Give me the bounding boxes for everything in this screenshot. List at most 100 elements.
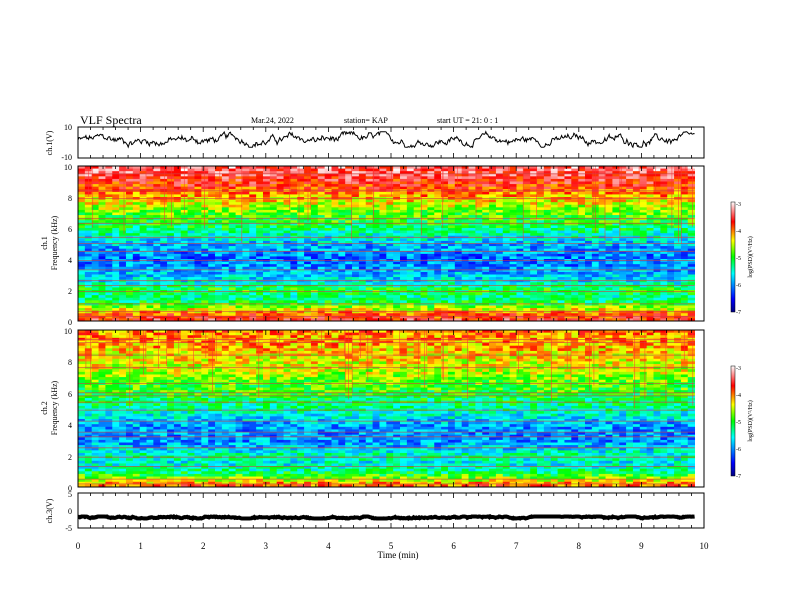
spectrogram-cell — [379, 215, 387, 219]
spectrogram-cell — [578, 287, 586, 291]
spectrogram-cell — [584, 253, 593, 257]
spectrogram-cell — [406, 166, 415, 169]
spectrogram-cell — [653, 277, 661, 281]
spectrogram-cell — [413, 228, 421, 231]
spectrogram-cell — [386, 212, 394, 216]
spectrogram-cell — [447, 222, 456, 226]
spectrogram-cell — [290, 269, 298, 273]
spectrogram-cell — [132, 209, 141, 213]
spectrogram-cell — [283, 282, 291, 286]
spectrogram-cell — [310, 209, 319, 213]
spectrogram-cell — [324, 171, 332, 175]
spectrogram-cell — [365, 243, 373, 247]
spectrogram-cell — [495, 176, 504, 180]
spectrogram-cell — [139, 266, 147, 270]
spectrogram-cell — [660, 266, 668, 270]
spectrogram-cell — [317, 178, 326, 182]
spectrogram-cell — [290, 302, 298, 306]
spectrogram-cell — [427, 207, 435, 211]
spectrogram-cell — [324, 271, 332, 275]
spectrogram-cell — [153, 253, 161, 257]
spectrogram-cell — [667, 173, 675, 177]
spectrogram-cell — [393, 194, 401, 198]
spectrogram-cell — [489, 207, 497, 211]
spectrogram-cell — [187, 184, 195, 188]
spectrogram-cell — [331, 292, 339, 296]
spectrogram-cell — [447, 181, 456, 185]
spectrogram-cell — [393, 233, 401, 237]
spectrogram-cell — [352, 176, 360, 180]
spectrogram-cell — [530, 202, 538, 206]
spectrogram-cell — [502, 178, 511, 182]
spectrogram-cell — [516, 181, 524, 185]
spectrogram-cell — [687, 261, 696, 265]
spectrogram-cell — [372, 302, 380, 306]
spectrogram-cell — [578, 248, 586, 252]
spectrogram-cell — [646, 251, 654, 255]
spectrogram-cell — [619, 166, 627, 169]
spectrogram-cell — [84, 261, 93, 265]
spectrogram-cell — [78, 238, 86, 242]
spectrogram-cell — [468, 282, 476, 286]
spectrogram-cell — [153, 248, 161, 252]
spectrogram-cell — [626, 269, 634, 273]
spectrogram-cell — [139, 220, 147, 224]
spectrogram-cell — [564, 253, 572, 257]
spectrogram-cell — [331, 207, 339, 211]
spectrogram-cell — [180, 222, 189, 226]
spectrogram-cell — [646, 246, 654, 250]
spectrogram-cell — [105, 240, 113, 244]
spectrogram-cell — [304, 246, 312, 250]
spectrogram-cell — [495, 209, 504, 213]
spectrogram-cell — [379, 240, 387, 244]
spectrogram-cell — [447, 274, 456, 278]
spectrogram-cell — [420, 269, 428, 273]
spectrogram-cell — [605, 176, 613, 180]
spectrogram-cell — [221, 269, 230, 273]
spectrogram-cell — [235, 253, 243, 257]
spectrogram-cell — [283, 186, 291, 190]
spectrogram-cell — [543, 225, 552, 229]
spectrogram-cell — [393, 238, 401, 242]
spectrogram-cell — [605, 215, 613, 219]
spectrogram-cell — [454, 243, 463, 247]
spectrogram-cell — [619, 287, 627, 291]
spectrogram-cell — [461, 199, 469, 203]
spectrogram-cell — [557, 207, 565, 211]
spectrogram-cell — [632, 171, 641, 175]
spectrogram-cell — [338, 173, 346, 177]
spectrogram-cell — [537, 220, 545, 224]
spectrogram-cell — [386, 274, 394, 278]
spectrogram-cell — [194, 212, 202, 216]
spectrogram-cell — [475, 194, 483, 198]
spectrogram-cell — [352, 302, 360, 306]
spectrogram-cell — [489, 295, 497, 299]
spectrogram-cell — [132, 230, 141, 234]
spectrogram-cell — [605, 228, 613, 231]
spectrogram-cell — [571, 251, 579, 255]
spectrogram-cell — [221, 279, 230, 283]
spectrogram-cell — [365, 256, 373, 260]
spectrogram-cell — [331, 246, 339, 250]
spectrogram-cell — [550, 220, 558, 224]
spectrogram-cell — [119, 178, 127, 182]
spectrogram-cell — [215, 282, 223, 286]
spectrogram-cell — [249, 222, 257, 226]
spectrogram-cell — [153, 261, 161, 265]
spectrogram-cell — [139, 184, 147, 188]
spectrogram-cell — [84, 274, 93, 278]
spectrogram-cell — [125, 220, 134, 224]
spectrogram-cell — [543, 233, 552, 237]
spectrogram-cell — [112, 230, 120, 234]
spectrogram-cell — [132, 274, 141, 278]
spectrogram-cell — [352, 240, 360, 244]
spectrogram-cell — [365, 271, 373, 275]
spectrogram-cell — [249, 225, 257, 229]
spectrogram-cell — [119, 300, 127, 304]
spectrogram-cell — [660, 302, 668, 306]
spectrogram-cell — [598, 292, 606, 296]
spectrogram-cell — [146, 181, 154, 185]
spectrogram-cell — [578, 302, 586, 306]
spectrogram-cell — [201, 212, 209, 216]
spectrogram-cell — [125, 209, 134, 213]
